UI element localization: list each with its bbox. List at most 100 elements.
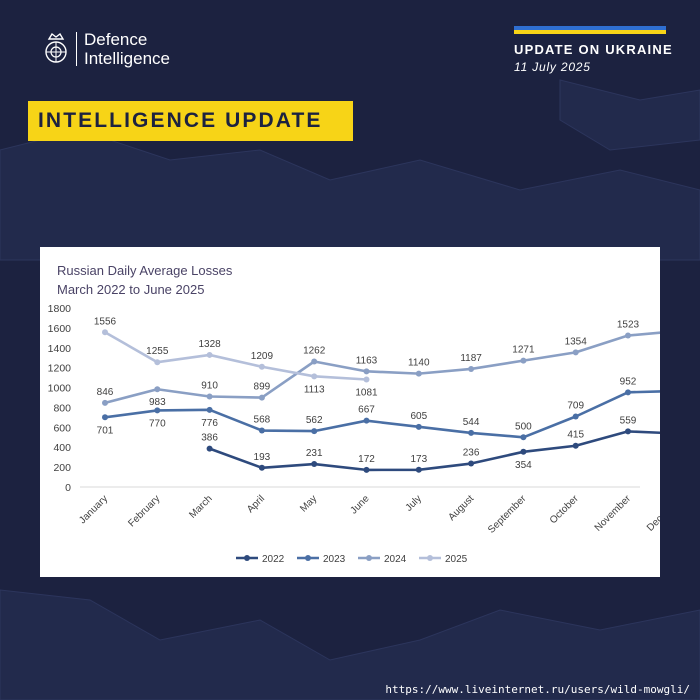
x-tick-label: December xyxy=(645,493,660,534)
series-line-2023 xyxy=(104,390,660,439)
legend-label: 2022 xyxy=(262,554,285,565)
data-label: 667 xyxy=(358,405,375,416)
legend-label: 2023 xyxy=(323,554,346,565)
legend-marker xyxy=(427,555,433,561)
y-tick-label: 1200 xyxy=(48,363,72,375)
data-label: 500 xyxy=(515,421,532,432)
data-label: 173 xyxy=(410,454,427,465)
x-tick-label: January xyxy=(77,493,110,526)
data-label: 559 xyxy=(620,415,637,426)
legend-label: 2024 xyxy=(384,554,407,565)
data-label: 952 xyxy=(620,376,637,387)
data-label: 236 xyxy=(463,448,480,459)
line-chart: 0 200 400 600 800 1000 1200 1400 1600 1800 January… xyxy=(48,303,660,565)
y-tick-label: 200 xyxy=(53,462,71,474)
data-point xyxy=(102,399,108,406)
data-point xyxy=(154,386,161,393)
data-label: 1556 xyxy=(94,316,117,327)
y-tick-label: 1800 xyxy=(48,303,72,315)
legend-marker xyxy=(244,555,250,561)
royal-crest-icon xyxy=(45,32,67,63)
data-point xyxy=(415,370,422,377)
data-point xyxy=(520,357,527,364)
data-point xyxy=(572,442,579,449)
logo-line-1: Defence xyxy=(84,30,148,49)
data-point xyxy=(206,406,213,413)
data-point xyxy=(258,464,265,471)
series-line-2025 xyxy=(104,331,367,381)
data-point xyxy=(102,329,108,336)
data-point xyxy=(258,427,265,434)
logo-line-2: Intelligence xyxy=(84,49,171,68)
x-tick-label: November xyxy=(593,493,634,534)
data-point xyxy=(520,448,527,455)
data-label: 1209 xyxy=(251,351,274,362)
data-label: 386 xyxy=(201,433,218,444)
x-tick-label: February xyxy=(126,493,162,529)
legend-marker xyxy=(366,555,372,561)
data-point xyxy=(311,461,318,468)
data-point xyxy=(258,394,265,401)
data-label: 544 xyxy=(463,417,480,428)
data-label: 231 xyxy=(306,448,323,459)
data-point xyxy=(363,417,370,424)
x-tick-label: July xyxy=(404,493,424,513)
x-tick-label: October xyxy=(548,493,581,526)
chart-panel: Russian Daily Average Losses March 2022 … xyxy=(40,247,660,577)
data-point xyxy=(415,466,422,473)
x-tick-label: April xyxy=(245,493,267,515)
data-point xyxy=(311,428,318,435)
data-point xyxy=(258,363,265,370)
data-label: 1187 xyxy=(460,353,482,364)
logo-text: Defence Intelligence xyxy=(84,30,170,68)
data-point xyxy=(572,349,579,356)
data-point xyxy=(520,434,527,441)
data-label: 709 xyxy=(567,400,584,411)
data-point xyxy=(311,373,318,380)
source-url: https://www.liveinternet.ru/users/wild-m… xyxy=(385,683,690,696)
legend-marker xyxy=(305,555,311,561)
data-label: 1523 xyxy=(617,320,640,331)
data-label: 701 xyxy=(97,425,114,436)
data-label: 415 xyxy=(567,430,584,441)
x-tick-label: August xyxy=(446,493,476,523)
logo-divider xyxy=(76,32,77,66)
data-label: 899 xyxy=(254,382,271,393)
data-label: 1271 xyxy=(512,345,535,356)
series-line-2022 xyxy=(209,430,660,472)
data-label: 562 xyxy=(306,415,323,426)
data-point xyxy=(415,423,422,430)
data-label: 568 xyxy=(254,415,271,426)
y-tick-label: 0 xyxy=(65,482,71,494)
ukraine-flag-icon xyxy=(514,26,666,34)
data-label: 1354 xyxy=(565,336,588,347)
x-tick-label: March xyxy=(187,493,214,520)
data-label: 1255 xyxy=(146,346,169,357)
data-label: 193 xyxy=(254,452,271,463)
data-point xyxy=(468,365,475,372)
data-label: 1262 xyxy=(303,346,326,357)
data-point xyxy=(206,351,213,358)
data-label: 846 xyxy=(97,387,114,398)
data-label: 1081 xyxy=(355,388,378,399)
y-tick-label: 1600 xyxy=(48,323,72,335)
data-label: 776 xyxy=(201,418,218,429)
data-point xyxy=(363,368,370,375)
defence-intelligence-logo: Defence Intelligence xyxy=(40,30,170,68)
data-label: 1328 xyxy=(198,339,221,350)
legend-label: 2025 xyxy=(445,554,468,565)
data-label: 983 xyxy=(149,397,166,408)
y-tick-label: 600 xyxy=(53,422,71,434)
data-label: 910 xyxy=(201,381,218,392)
data-point xyxy=(363,466,370,473)
data-label: 1113 xyxy=(304,384,325,395)
data-label: 1140 xyxy=(408,358,430,369)
update-title: UPDATE ON UKRAINE xyxy=(514,42,673,57)
data-label: 172 xyxy=(358,454,375,465)
chart-title: Russian Daily Average Losses xyxy=(57,263,233,278)
data-point xyxy=(625,332,631,339)
data-point xyxy=(206,393,213,400)
y-tick-label: 800 xyxy=(53,402,71,414)
data-point xyxy=(468,460,475,467)
